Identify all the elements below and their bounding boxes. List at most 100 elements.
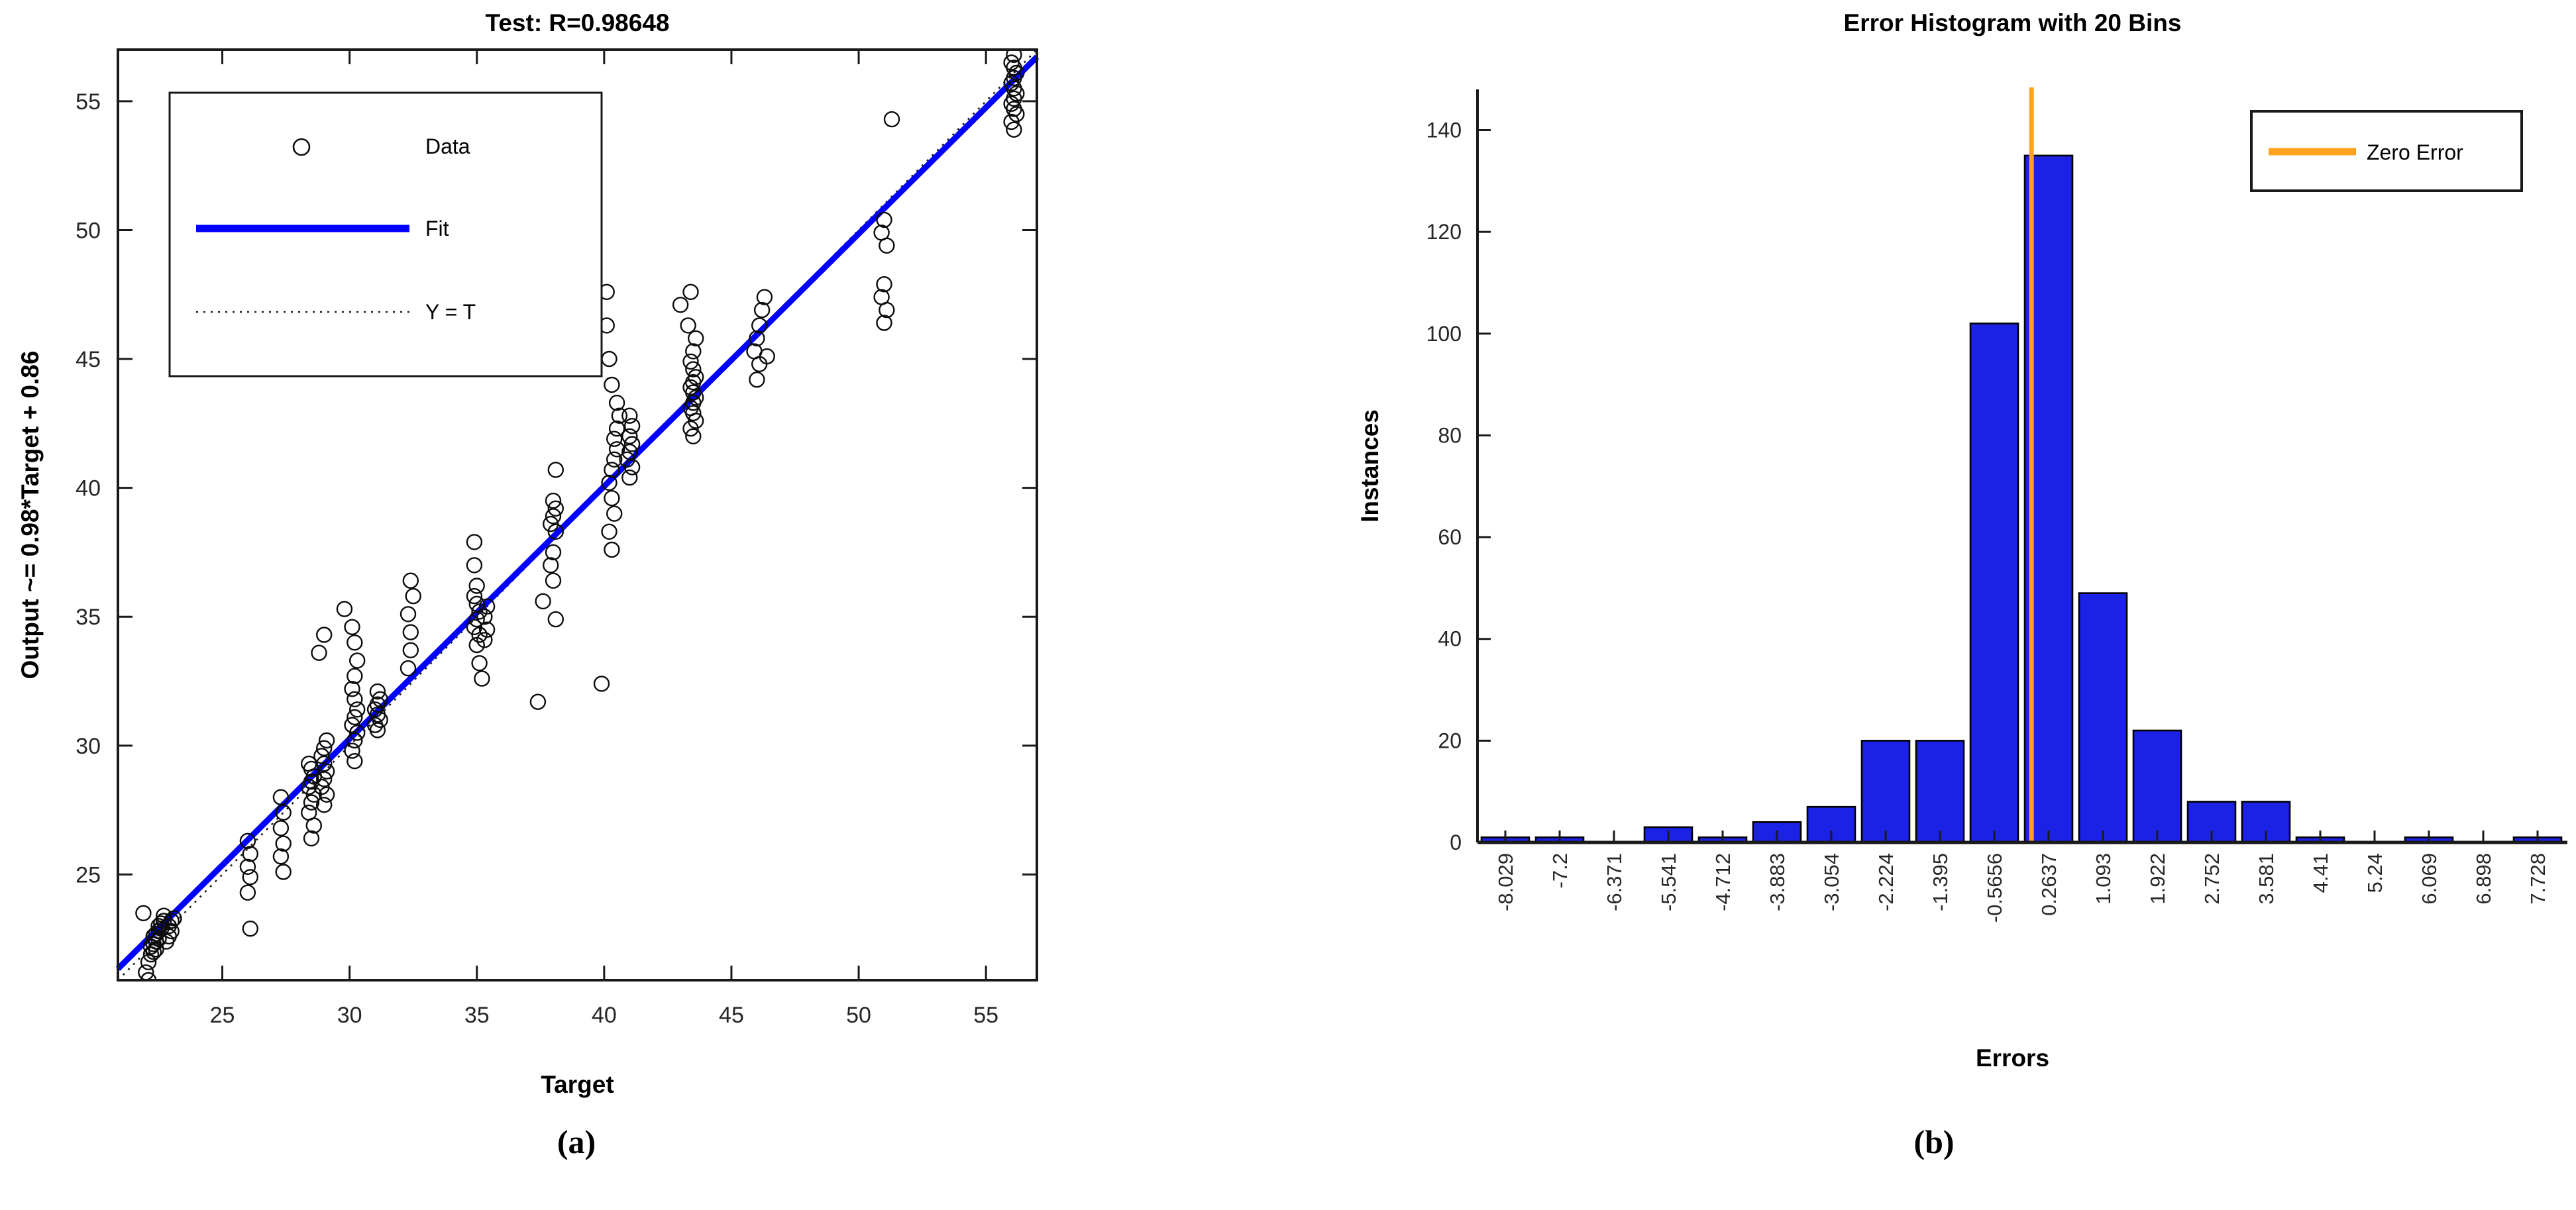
y-tick-label: 35 bbox=[76, 605, 101, 630]
data-point-marker bbox=[606, 505, 623, 522]
data-point-marker bbox=[344, 742, 360, 759]
data-point-marker bbox=[135, 905, 152, 922]
data-point-marker bbox=[547, 611, 564, 628]
data-point-marker bbox=[611, 407, 628, 424]
error-bin-label: -0.5656 bbox=[1983, 853, 2006, 923]
data-point-marker bbox=[468, 578, 485, 594]
data-point-marker bbox=[593, 676, 610, 692]
data-point-marker bbox=[347, 668, 363, 684]
error-bin-label: -8.029 bbox=[1494, 853, 1517, 911]
data-point-marker bbox=[543, 557, 559, 574]
data-point-marker bbox=[687, 369, 704, 385]
x-tick-label: 45 bbox=[719, 1003, 744, 1028]
data-point-marker bbox=[623, 436, 641, 452]
y-tick-label: 50 bbox=[76, 218, 101, 243]
data-point-marker bbox=[372, 691, 388, 708]
data-point-marker bbox=[402, 572, 419, 589]
x-tick-label: 50 bbox=[846, 1003, 871, 1028]
data-point-marker bbox=[466, 619, 483, 635]
data-point-marker bbox=[545, 544, 562, 561]
data-point-marker bbox=[400, 606, 417, 623]
data-point-marker bbox=[619, 451, 635, 468]
data-point-marker bbox=[749, 372, 765, 388]
y-tick-label: 30 bbox=[76, 734, 101, 759]
error-bin-label: 4.41 bbox=[2309, 853, 2332, 893]
error-bin-label: 1.922 bbox=[2146, 853, 2169, 905]
data-point-marker bbox=[682, 353, 699, 370]
instances-tick-label: 0 bbox=[1450, 831, 1462, 854]
data-point-marker bbox=[311, 644, 327, 661]
data-point-marker bbox=[1006, 50, 1022, 63]
data-point-marker bbox=[873, 289, 890, 305]
y-tick-label: 25 bbox=[76, 862, 101, 887]
data-point-marker bbox=[545, 572, 562, 589]
error-bin-label: -3.054 bbox=[1820, 853, 1843, 911]
data-points bbox=[135, 50, 1025, 980]
data-point-marker bbox=[313, 748, 330, 764]
data-point-marker bbox=[608, 395, 625, 411]
data-point-marker bbox=[239, 858, 256, 876]
scatter-title: Test: R=0.98648 bbox=[485, 9, 669, 36]
instances-tick-label: 80 bbox=[1438, 423, 1462, 447]
data-point-marker bbox=[316, 771, 333, 787]
histogram-ylabel: Instances bbox=[1356, 409, 1383, 523]
caption-a: (a) bbox=[557, 1123, 596, 1160]
data-point-marker bbox=[601, 523, 617, 540]
data-point-marker bbox=[316, 797, 333, 813]
error-bin-label: -5.541 bbox=[1657, 853, 1680, 911]
histogram-bar bbox=[1969, 323, 2019, 844]
y-tick-label: 40 bbox=[76, 476, 101, 501]
data-point-marker bbox=[466, 587, 483, 605]
data-point-marker bbox=[318, 763, 335, 780]
data-point-marker bbox=[876, 315, 892, 331]
data-point-marker bbox=[601, 474, 617, 491]
data-point-marker bbox=[347, 732, 363, 749]
error-bin-label: 6.898 bbox=[2472, 853, 2495, 905]
data-point-marker bbox=[242, 920, 258, 937]
data-point-marker bbox=[604, 462, 620, 478]
data-point-marker bbox=[1003, 54, 1020, 71]
error-bin-label: 0.2637 bbox=[2037, 853, 2061, 916]
data-point-marker bbox=[474, 670, 490, 687]
data-point-marker bbox=[529, 693, 547, 710]
instances-tick-label: 100 bbox=[1426, 322, 1462, 346]
data-point-marker bbox=[405, 587, 421, 605]
data-point-marker bbox=[471, 655, 488, 672]
histogram-title: Error Histogram with 20 Bins bbox=[1844, 9, 2182, 36]
data-point-marker bbox=[621, 469, 638, 486]
data-point-marker bbox=[148, 925, 164, 942]
instances-tick-label: 140 bbox=[1426, 118, 1462, 142]
data-point-marker bbox=[366, 717, 384, 733]
data-point-marker bbox=[347, 709, 363, 726]
data-point-marker bbox=[543, 515, 559, 532]
data-point-marker bbox=[759, 348, 775, 365]
error-bin-label: -6.371 bbox=[1603, 853, 1626, 911]
axes-box bbox=[117, 48, 1038, 982]
histogram-bar bbox=[2132, 729, 2182, 844]
data-point-marker bbox=[344, 619, 360, 635]
data-point-marker bbox=[873, 225, 890, 241]
scatter-ylabel: Output ~= 0.98*Target + 0.86 bbox=[17, 351, 44, 680]
x-tick-label: 25 bbox=[210, 1003, 235, 1028]
data-point-marker bbox=[535, 593, 551, 610]
data-point-marker bbox=[272, 848, 290, 865]
data-point-marker bbox=[601, 350, 617, 368]
data-point-marker bbox=[344, 717, 360, 733]
regression-scatter-plot: 25 30 35 40 45 50 55 25 30 35 40 45 50 55 Test: R=0.98… bbox=[17, 9, 1040, 1098]
data-point-marker bbox=[349, 652, 366, 669]
fit-line bbox=[115, 54, 1040, 971]
error-bin-label: 5.24 bbox=[2363, 853, 2387, 893]
data-point-marker bbox=[685, 343, 702, 360]
error-bin-label: -7.2 bbox=[1548, 853, 1572, 888]
error-histogram-plot: 0 20 40 60 80 100 120 140 -8.029 -7.2 -6.371 -5.541… bbox=[1356, 9, 2567, 1072]
data-point-marker bbox=[275, 835, 292, 852]
data-point-marker bbox=[150, 923, 167, 940]
data-point-marker bbox=[155, 913, 172, 929]
data-point-marker bbox=[685, 428, 702, 444]
data-point-marker bbox=[239, 884, 256, 901]
data-point-marker bbox=[344, 680, 360, 697]
data-point-marker bbox=[316, 755, 333, 772]
error-bin-label: 6.069 bbox=[2418, 853, 2441, 905]
data-point-marker bbox=[242, 869, 258, 885]
data-point-marker bbox=[604, 490, 620, 507]
